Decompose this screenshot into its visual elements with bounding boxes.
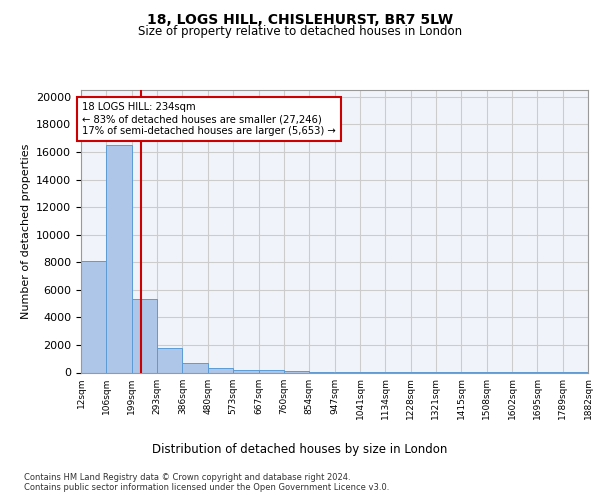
Bar [233, 370, 259, 372]
Y-axis label: Number of detached properties: Number of detached properties [20, 144, 31, 319]
Bar [81, 261, 106, 372]
Text: 18, LOGS HILL, CHISLEHURST, BR7 5LW: 18, LOGS HILL, CHISLEHURST, BR7 5LW [147, 12, 453, 26]
Text: Contains HM Land Registry data © Crown copyright and database right 2024.: Contains HM Land Registry data © Crown c… [24, 472, 350, 482]
Bar [208, 368, 233, 372]
Text: Distribution of detached houses by size in London: Distribution of detached houses by size … [152, 442, 448, 456]
Bar [259, 370, 284, 372]
Bar [132, 300, 157, 372]
Text: 18 LOGS HILL: 234sqm
← 83% of detached houses are smaller (27,246)
17% of semi-d: 18 LOGS HILL: 234sqm ← 83% of detached h… [82, 102, 336, 136]
Bar [284, 371, 309, 372]
Bar [157, 348, 182, 372]
Bar [182, 363, 208, 372]
Text: Contains public sector information licensed under the Open Government Licence v3: Contains public sector information licen… [24, 484, 389, 492]
Bar [106, 145, 132, 372]
Text: Size of property relative to detached houses in London: Size of property relative to detached ho… [138, 25, 462, 38]
